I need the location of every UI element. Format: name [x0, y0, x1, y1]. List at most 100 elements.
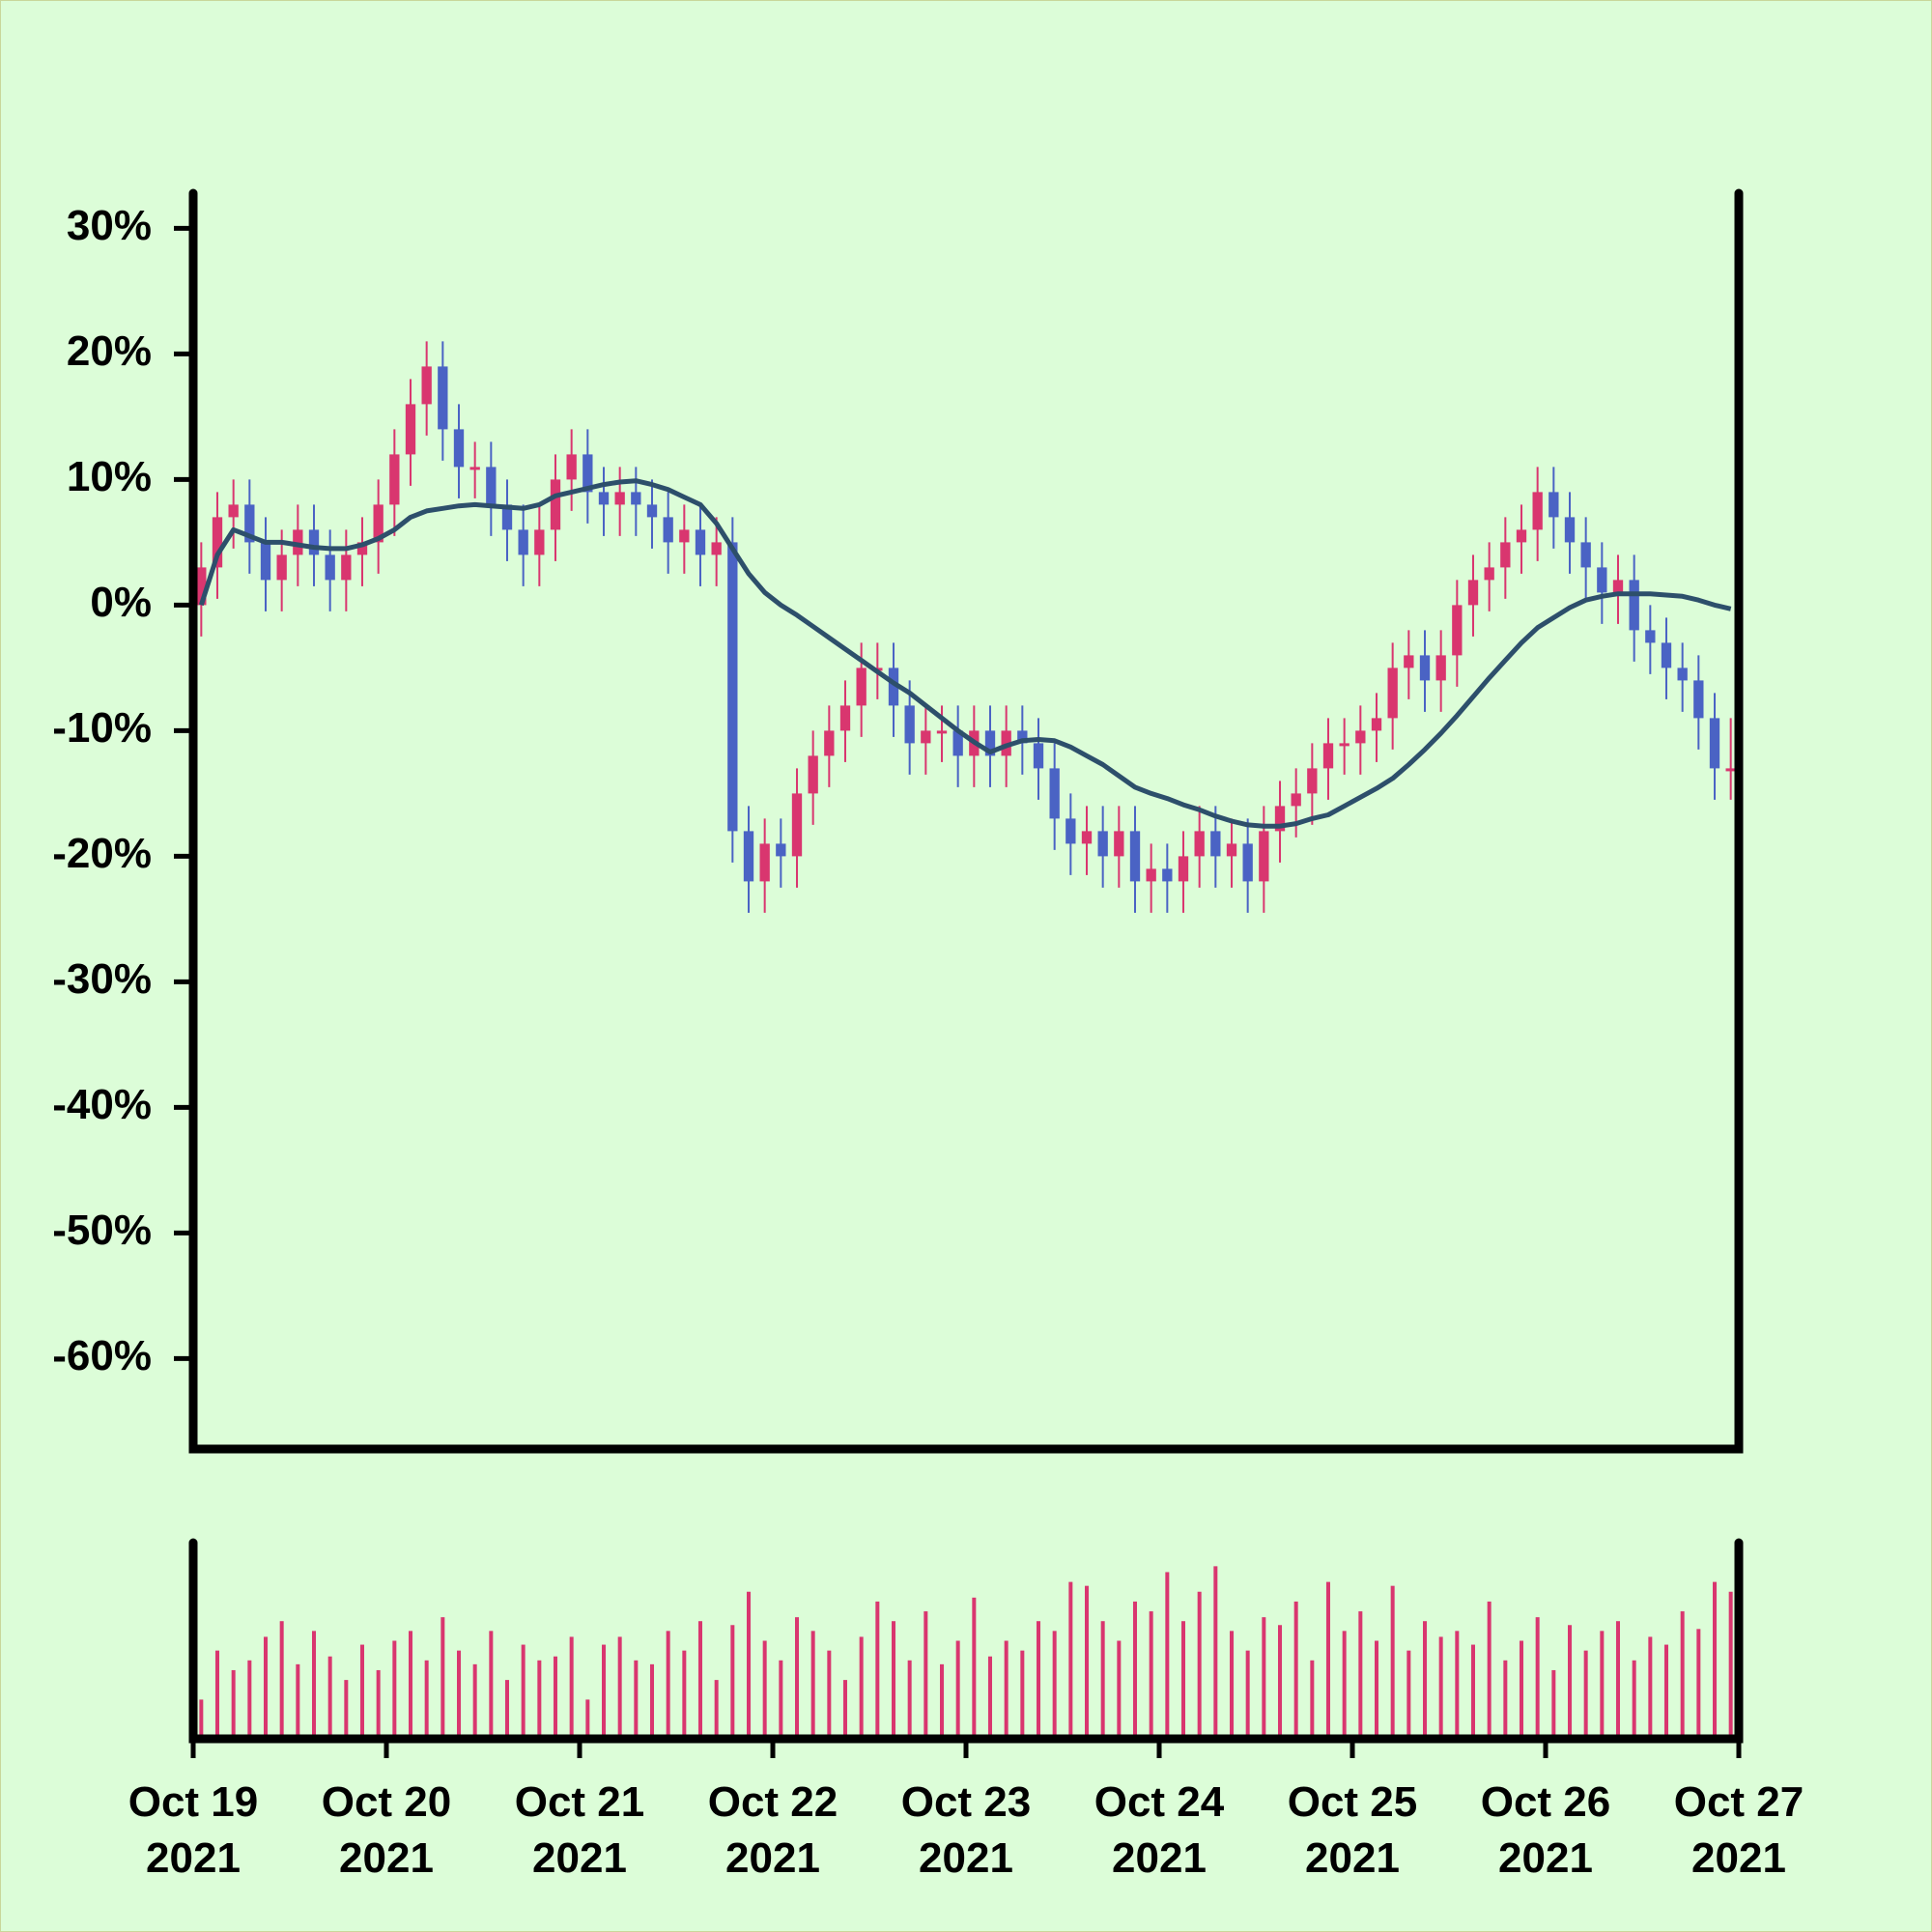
volume-bar [779, 1660, 783, 1739]
candle-body [1065, 818, 1076, 844]
candle-body [1661, 642, 1672, 668]
volume-bar [730, 1625, 735, 1739]
volume-bar [360, 1644, 364, 1739]
candle-body [244, 504, 255, 543]
volume-bar [247, 1660, 252, 1739]
candle-body [1339, 743, 1350, 747]
candle-body [1597, 567, 1607, 593]
candle-body [791, 793, 803, 857]
candle-body [212, 517, 223, 568]
volume-bar [1068, 1581, 1073, 1739]
candle-body [1210, 831, 1221, 857]
candle-body [984, 730, 996, 756]
candle-body [1259, 831, 1269, 882]
volume-bar [472, 1663, 477, 1739]
volume-bar [666, 1631, 670, 1739]
candle-body [276, 554, 287, 581]
volume-bar [827, 1650, 832, 1739]
volume-bar [988, 1656, 992, 1739]
volume-bar [1600, 1631, 1605, 1739]
volume-bar [1680, 1611, 1685, 1739]
volume-bar [1390, 1585, 1395, 1739]
volume-bar [279, 1621, 284, 1739]
volume-bar [1197, 1591, 1202, 1739]
candle-body [776, 843, 786, 857]
y-tick-label: 30% [67, 202, 152, 249]
candle-body [325, 554, 335, 581]
volume-bar [376, 1669, 381, 1739]
volume-bar [698, 1621, 702, 1739]
candle-body [631, 492, 641, 505]
candle-body [1274, 806, 1286, 832]
volume-bar [344, 1680, 349, 1739]
volume-bar [650, 1663, 654, 1739]
x-tick-label: Oct 25 2021 [1288, 1778, 1418, 1882]
volume-bar [1728, 1591, 1733, 1739]
candle-body [501, 504, 513, 530]
volume-bar [1648, 1636, 1653, 1739]
volume-bar [199, 1699, 204, 1739]
x-tick-label: Oct 22 2021 [708, 1778, 838, 1882]
candle-body [1081, 831, 1093, 844]
candle-body [1725, 768, 1736, 772]
candle-body [550, 479, 561, 530]
candle-body [1162, 868, 1173, 882]
volume-bar [457, 1650, 461, 1739]
volume-bar [327, 1656, 332, 1739]
price-spines [188, 188, 1744, 1454]
volume-bar [1471, 1644, 1475, 1739]
volume-bar [1245, 1650, 1250, 1739]
candle-body [839, 705, 851, 731]
candle-body [405, 404, 416, 455]
volume-bar [521, 1644, 526, 1739]
candle-body [614, 492, 625, 505]
volume-bar [440, 1617, 445, 1739]
volume-bar [1278, 1625, 1282, 1739]
candle-body [1291, 793, 1301, 807]
x-tick-label: Oct 20 2021 [322, 1778, 452, 1882]
y-tick-label: -30% [52, 955, 152, 1003]
volume-bar [1149, 1611, 1153, 1739]
candle-body [1194, 831, 1205, 857]
candle-body [1467, 580, 1479, 606]
volume-bar [1326, 1581, 1330, 1739]
candle-body [1404, 655, 1414, 668]
volume-bar [1406, 1650, 1411, 1739]
candle-body [1371, 718, 1382, 731]
x-tick-label: Oct 21 2021 [515, 1778, 645, 1882]
volume-bar [682, 1650, 687, 1739]
candle-body [695, 529, 706, 555]
candle-body [1516, 529, 1527, 543]
volume-bar [810, 1631, 815, 1739]
candle-body [1307, 768, 1318, 794]
y-tick-label: 10% [67, 453, 152, 500]
candle-body [1677, 668, 1688, 681]
y-tick-label: -60% [52, 1332, 152, 1379]
volume-bar [714, 1680, 719, 1739]
volume-bar [1551, 1669, 1556, 1739]
candle-body [260, 542, 271, 581]
volume-bar [264, 1636, 268, 1739]
volume-bar [1037, 1621, 1040, 1739]
volume-bar [1487, 1601, 1492, 1739]
volume-bar [392, 1640, 397, 1739]
candle-body [421, 366, 432, 405]
x-tick-label: Oct 26 2021 [1481, 1778, 1611, 1882]
y-tick-label: -10% [52, 704, 152, 752]
candle-body [759, 843, 770, 882]
volume-bar [1632, 1660, 1636, 1739]
y-tick-label: -40% [52, 1081, 152, 1128]
candle-body [1178, 856, 1189, 882]
volume-bar [1503, 1660, 1508, 1739]
volume-bar [907, 1660, 912, 1739]
x-tick-label: Oct 23 2021 [901, 1778, 1032, 1882]
volume-bar [1310, 1660, 1315, 1739]
candle-body [1629, 580, 1639, 631]
volume-bar [1423, 1621, 1427, 1739]
volume-bar [1664, 1644, 1668, 1739]
candle-body [921, 730, 931, 744]
x-tick-label: Oct 24 2021 [1094, 1778, 1225, 1882]
volume-bar [505, 1680, 509, 1739]
